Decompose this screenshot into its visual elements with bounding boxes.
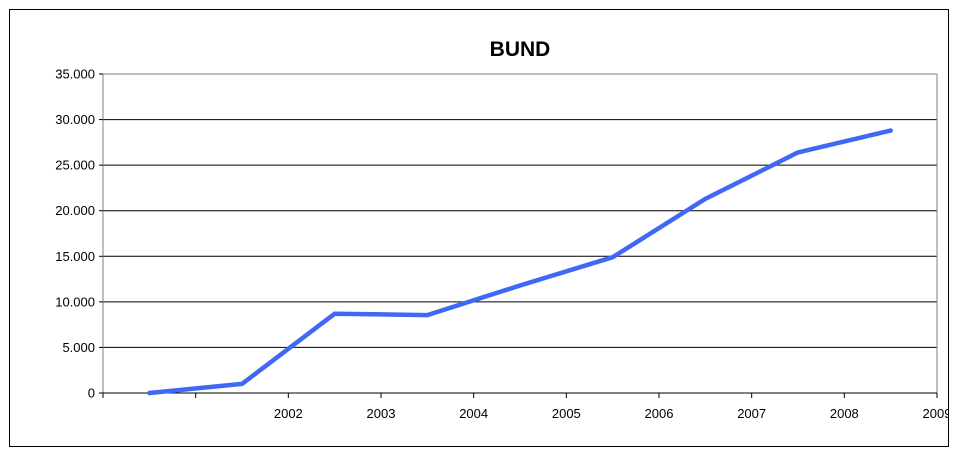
x-tick-label: 2005: [552, 406, 581, 421]
x-axis-ticks: 2002 2003 2004 2005 2006 2007 2008 2009: [102, 393, 948, 421]
x-tick-label: 2004: [459, 406, 488, 421]
series: [147, 128, 893, 396]
axes: [102, 73, 938, 394]
x-tick-label: 2008: [830, 406, 859, 421]
y-tick-label: 25.000: [55, 158, 95, 173]
y-tick-label: 10.000: [55, 294, 95, 309]
y-axis-ticks: 0 5.000 10.000 15.000 20.000 25.000 30.000 35.0…: [55, 67, 103, 401]
line-chart: BUND 0 5.000 10.000 15.000 20.000 25.000 30.00…: [55, 38, 948, 421]
x-tick-label: 2007: [737, 406, 766, 421]
x-tick-label: 2003: [367, 406, 396, 421]
chart-title: BUND: [490, 38, 551, 61]
y-tick-label: 35.000: [55, 67, 95, 82]
gridlines: [103, 73, 937, 348]
y-tick-label: 30.000: [55, 112, 95, 127]
y-tick-label: 0: [88, 386, 95, 401]
y-tick-label: 20.000: [55, 203, 95, 218]
series-line: [147, 128, 893, 396]
x-tick-label: 2006: [645, 406, 674, 421]
x-tick-label: 2009: [923, 406, 948, 421]
y-tick-label: 5.000: [62, 340, 95, 355]
y-tick-label: 15.000: [55, 249, 95, 264]
chart-frame: BUND 0 5.000 10.000 15.000 20.000 25.000 30.00…: [9, 9, 949, 447]
x-tick-label: 2002: [274, 406, 303, 421]
